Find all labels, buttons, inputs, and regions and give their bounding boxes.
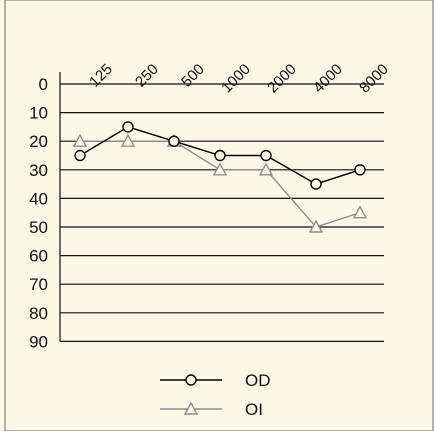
y-tick-label: 90 (29, 332, 48, 351)
data-point (183, 401, 199, 415)
data-point (74, 149, 86, 162)
y-tick-label: 0 (39, 75, 48, 94)
series-od (74, 121, 366, 190)
legend: OD OI (160, 371, 271, 419)
legend-label: OD (245, 371, 271, 390)
data-point (214, 149, 226, 162)
y-tick-label: 70 (29, 275, 48, 294)
y-tick-label: 20 (29, 132, 48, 151)
data-point (185, 374, 197, 386)
legend-label: OI (245, 400, 263, 419)
data-point (310, 178, 322, 190)
data-point (352, 205, 368, 219)
data-point (212, 162, 228, 176)
y-axis: 0 10 20 30 40 50 60 70 80 90 (29, 72, 61, 351)
legend-item-od: OD (160, 371, 271, 390)
y-tick-label: 40 (29, 189, 48, 208)
series-oi (72, 133, 368, 233)
data-point (120, 133, 136, 147)
data-point (72, 133, 88, 147)
data-point (354, 164, 366, 176)
data-point (308, 219, 324, 233)
y-tick-label: 30 (29, 161, 48, 180)
data-point (258, 162, 274, 176)
y-tick-label: 10 (29, 104, 48, 123)
legend-item-oi: OI (160, 400, 263, 419)
y-tick-label: 60 (29, 247, 48, 266)
y-tick-label: 80 (29, 304, 48, 323)
data-point (122, 121, 134, 133)
series-layer (72, 121, 368, 233)
data-point (260, 149, 272, 162)
y-tick-label: 50 (29, 218, 48, 237)
data-point (168, 135, 180, 147)
chart-border (4, 0, 434, 431)
